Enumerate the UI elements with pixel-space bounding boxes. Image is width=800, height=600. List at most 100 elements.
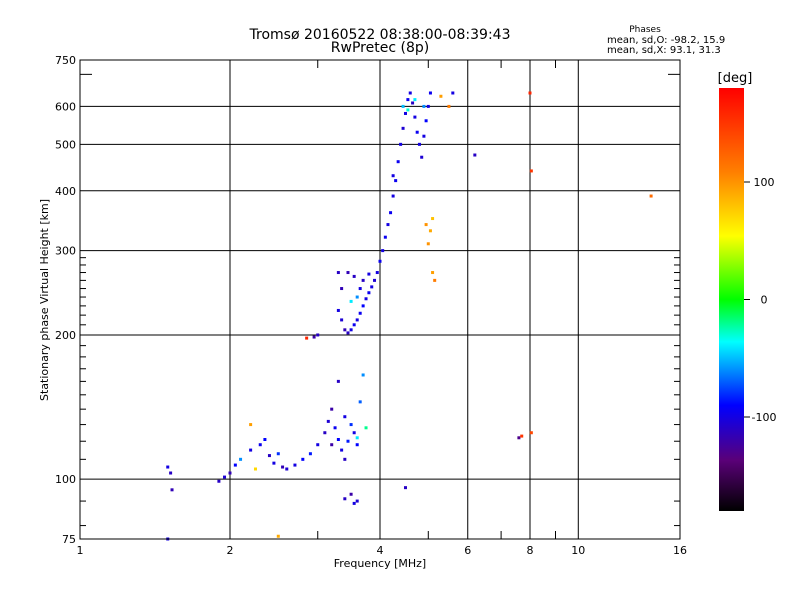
- data-point: [401, 126, 405, 130]
- data-point: [424, 223, 428, 227]
- data-point: [408, 91, 412, 95]
- plot-frame: [79, 59, 681, 540]
- data-point: [308, 452, 312, 456]
- data-point: [249, 423, 253, 427]
- data-point: [336, 308, 340, 312]
- data-point: [433, 278, 437, 282]
- data-point: [413, 98, 417, 102]
- data-point: [378, 259, 382, 263]
- x-tick-label: 16: [673, 544, 687, 557]
- data-point: [367, 291, 371, 295]
- data-point: [276, 534, 280, 538]
- data-point: [394, 179, 398, 183]
- data-point: [349, 492, 353, 496]
- data-point: [391, 194, 395, 198]
- y-axis-label: Stationary phase Virtual Height [km]: [38, 199, 51, 401]
- x-axis-label: Frequency [MHz]: [334, 557, 426, 570]
- data-point: [403, 486, 407, 490]
- data-point: [340, 448, 344, 452]
- data-point: [305, 336, 309, 340]
- data-point: [358, 311, 362, 315]
- data-point: [649, 194, 653, 198]
- data-point: [361, 278, 365, 282]
- data-point: [428, 91, 432, 95]
- data-point: [228, 471, 232, 475]
- data-point: [411, 101, 415, 105]
- data-point: [316, 333, 320, 337]
- data-point: [343, 328, 347, 332]
- data-point: [343, 497, 347, 501]
- data-point: [417, 142, 421, 146]
- y-tick-label: 200: [55, 329, 76, 342]
- data-point: [333, 426, 337, 430]
- data-point: [170, 488, 174, 492]
- x-tick-label: 4: [377, 544, 384, 557]
- data-point: [349, 328, 353, 332]
- data-point: [439, 94, 443, 98]
- y-tick-label: 600: [55, 100, 76, 113]
- data-point: [272, 461, 276, 465]
- data-point: [355, 295, 359, 299]
- data-point: [312, 335, 316, 339]
- data-point: [431, 217, 435, 221]
- data-point: [355, 318, 359, 322]
- data-point: [223, 475, 227, 479]
- data-point: [301, 457, 305, 461]
- grid-lines: [80, 60, 680, 539]
- y-tick-label: 100: [55, 473, 76, 486]
- data-point: [336, 379, 340, 383]
- x-tick-labels: 1 2 4 6 8 10 16: [77, 544, 688, 557]
- y-tick-labels: 75 100 200 300 400 500 600 750: [55, 54, 76, 546]
- data-point: [276, 452, 280, 456]
- y-tick-label: 300: [55, 245, 76, 258]
- x-tick-label: 6: [464, 544, 471, 557]
- data-point: [473, 153, 477, 157]
- data-point: [355, 443, 359, 447]
- data-point: [323, 431, 327, 435]
- data-point: [346, 271, 350, 275]
- data-point: [373, 278, 377, 282]
- y-tick-label: 400: [55, 185, 76, 198]
- stats-o-mode: mean, sd,O: -98.2, 15.9: [607, 35, 725, 46]
- data-point: [381, 249, 385, 253]
- colorbar-ticks: 100 0 -100: [744, 176, 776, 424]
- axis-ticks: [80, 60, 680, 539]
- data-point: [361, 373, 365, 377]
- data-point: [233, 463, 237, 467]
- data-point: [352, 274, 356, 278]
- data-point: [415, 130, 419, 134]
- x-tick-label: 2: [227, 544, 234, 557]
- data-point: [528, 91, 532, 95]
- data-point: [352, 501, 356, 505]
- data-point: [349, 423, 353, 427]
- data-point: [281, 465, 285, 469]
- data-point: [330, 443, 334, 447]
- data-point: [346, 331, 350, 335]
- data-point: [316, 443, 320, 447]
- data-point: [349, 299, 353, 303]
- y-tick-label: 75: [62, 533, 76, 546]
- colorbar-tick-label: -100: [752, 411, 777, 424]
- data-point: [413, 115, 417, 119]
- x-tick-label: 10: [571, 544, 585, 557]
- data-point: [361, 304, 365, 308]
- data-point: [370, 285, 374, 289]
- data-point: [364, 297, 368, 301]
- data-point: [267, 454, 271, 458]
- data-point: [520, 434, 524, 438]
- colorbar: [719, 88, 744, 511]
- data-point: [451, 91, 455, 95]
- data-point: [529, 169, 533, 173]
- data-point: [401, 104, 405, 108]
- colorbar-label: [deg]: [718, 71, 753, 86]
- data-point: [375, 271, 379, 275]
- data-point: [391, 174, 395, 178]
- data-point: [293, 463, 297, 467]
- data-point: [263, 438, 267, 442]
- y-tick-label: 750: [55, 54, 76, 67]
- data-point: [431, 271, 435, 275]
- data-point: [343, 415, 347, 419]
- chart-title: Tromsø 20160522 08:38:00-08:39:43: [249, 27, 511, 43]
- data-point: [420, 155, 424, 159]
- data-point: [330, 407, 334, 411]
